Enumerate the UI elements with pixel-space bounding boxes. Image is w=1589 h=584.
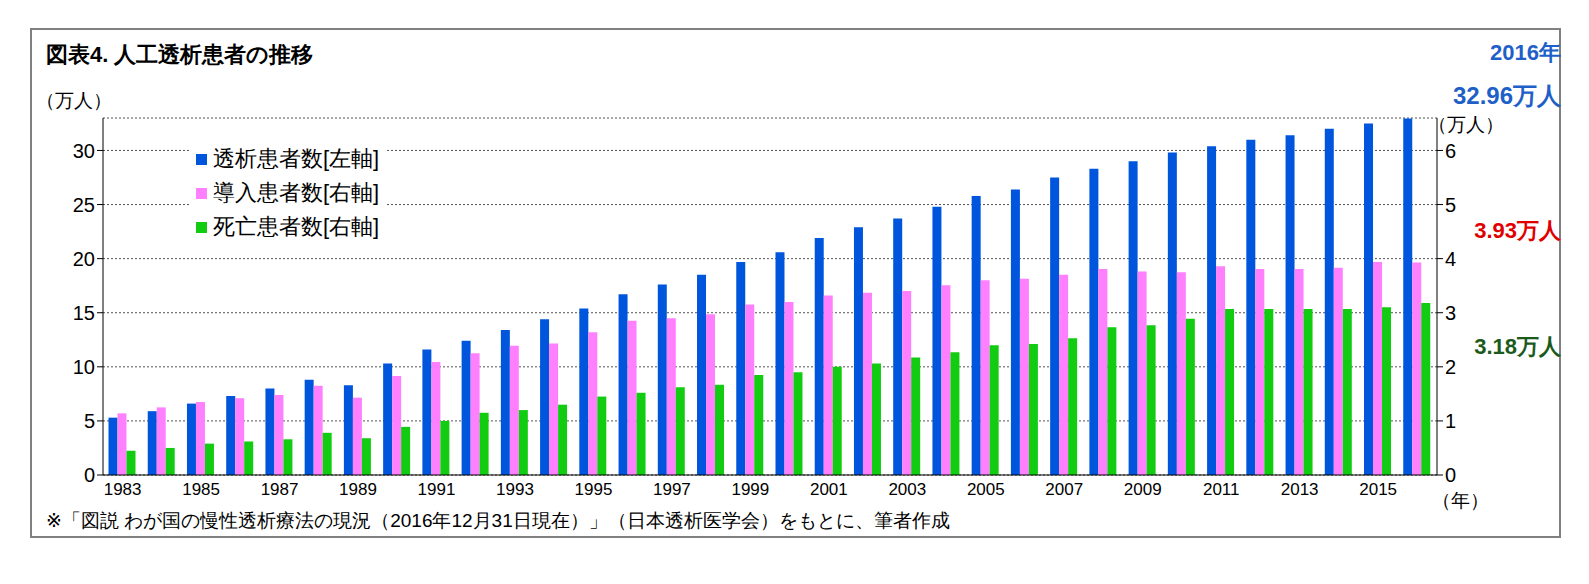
svg-text:0: 0 xyxy=(84,464,95,486)
svg-text:1985: 1985 xyxy=(182,480,220,499)
svg-text:2013: 2013 xyxy=(1281,480,1319,499)
svg-text:25: 25 xyxy=(73,194,95,216)
html-text:※「図説 わが国の慢性透析療法の現況（2016年12月31日: ※「図説 わが国の慢性透析療法の現況（2016年12月31日現在）」（日本透析医… xyxy=(46,510,950,531)
svg-text:2015: 2015 xyxy=(1359,480,1397,499)
svg-text:1995: 1995 xyxy=(575,480,613,499)
svg-text:1989: 1989 xyxy=(339,480,377,499)
svg-text:1997: 1997 xyxy=(653,480,691,499)
svg-text:1983: 1983 xyxy=(104,480,142,499)
svg-text:1: 1 xyxy=(1445,410,1456,432)
html-text:2016年: 2016年 xyxy=(1490,40,1561,65)
svg-text:4: 4 xyxy=(1445,248,1456,270)
svg-text:0: 0 xyxy=(1445,464,1456,486)
svg-text:2001: 2001 xyxy=(810,480,848,499)
html-text:図表4. 人工透析患者の推移: 図表4. 人工透析患者の推移 xyxy=(46,42,314,67)
html-text:32.96万人: 32.96万人 xyxy=(1452,82,1561,109)
svg-text:2009: 2009 xyxy=(1124,480,1162,499)
html-text:死亡患者数[右軸]: 死亡患者数[右軸] xyxy=(213,214,380,239)
svg-text:2: 2 xyxy=(1445,356,1456,378)
svg-text:2007: 2007 xyxy=(1045,480,1083,499)
svg-text:5: 5 xyxy=(84,410,95,432)
html-text:（年）: （年） xyxy=(1432,490,1489,511)
svg-text:3: 3 xyxy=(1445,302,1456,324)
svg-text:5: 5 xyxy=(1445,194,1456,216)
svg-text:15: 15 xyxy=(73,302,95,324)
svg-text:2005: 2005 xyxy=(967,480,1005,499)
html-text:3.18万人: 3.18万人 xyxy=(1474,334,1561,359)
svg-text:1987: 1987 xyxy=(261,480,299,499)
html-text:3.93万人: 3.93万人 xyxy=(1474,218,1561,243)
html-text:導入患者数[右軸]: 導入患者数[右軸] xyxy=(213,180,380,205)
svg-text:2003: 2003 xyxy=(888,480,926,499)
svg-text:1993: 1993 xyxy=(496,480,534,499)
svg-text:6: 6 xyxy=(1445,140,1456,162)
svg-text:20: 20 xyxy=(73,248,95,270)
svg-text:2011: 2011 xyxy=(1203,480,1240,499)
html-text:透析患者数[左軸]: 透析患者数[左軸] xyxy=(213,146,380,171)
svg-text:30: 30 xyxy=(73,140,95,162)
svg-text:10: 10 xyxy=(73,356,95,378)
html-text:（万人）: （万人） xyxy=(36,90,112,111)
svg-text:1991: 1991 xyxy=(418,480,456,499)
html-text:（万人）: （万人） xyxy=(1428,114,1504,135)
svg-text:1999: 1999 xyxy=(731,480,769,499)
